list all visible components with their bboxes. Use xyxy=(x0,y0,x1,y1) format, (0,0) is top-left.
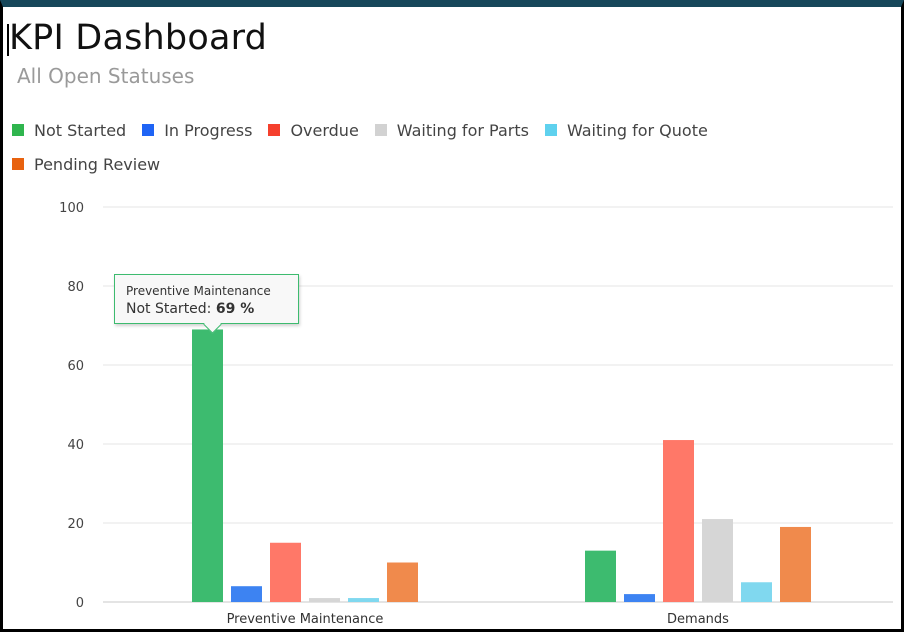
y-tick-label: 100 xyxy=(59,201,84,216)
legend-label: Not Started xyxy=(34,120,127,140)
tooltip-line: Not Started: 69 % xyxy=(126,301,298,317)
legend-item[interactable]: Pending Review xyxy=(12,154,160,174)
legend-label: Waiting for Quote xyxy=(566,120,708,140)
y-tick-label: 20 xyxy=(67,517,84,532)
legend-swatch xyxy=(12,158,24,170)
legend-swatch xyxy=(374,124,387,136)
legend-swatch xyxy=(12,124,24,136)
chart-legend: Not Started In Progress Overdue Waiting for… xyxy=(12,120,872,174)
bar[interactable] xyxy=(192,329,223,602)
y-tick-label: 0 xyxy=(76,596,84,611)
legend-item[interactable]: In Progress xyxy=(142,120,252,140)
bar[interactable] xyxy=(348,598,379,602)
y-tick-label: 60 xyxy=(67,359,84,374)
legend-label: In Progress xyxy=(164,120,253,140)
bar[interactable] xyxy=(663,440,694,602)
tooltip-value: 69 % xyxy=(215,301,255,317)
tooltip-category: Preventive Maintenance xyxy=(126,284,271,298)
bar[interactable] xyxy=(585,550,616,602)
bar[interactable] xyxy=(741,582,772,602)
legend-swatch xyxy=(142,124,155,136)
legend-swatch xyxy=(544,124,557,136)
bar[interactable] xyxy=(780,526,811,602)
bar[interactable] xyxy=(270,542,301,602)
legend-label: Overdue xyxy=(290,120,359,140)
bar[interactable] xyxy=(624,594,655,602)
y-tick-label: 80 xyxy=(67,280,84,295)
legend-item[interactable]: Waiting for Parts xyxy=(374,120,529,140)
bar[interactable] xyxy=(702,519,733,602)
bar[interactable] xyxy=(387,562,418,603)
x-tick-label: Preventive Maintenance xyxy=(227,612,384,627)
text-cursor xyxy=(7,24,9,56)
legend-item[interactable]: Not Started xyxy=(12,120,126,140)
legend-label: Waiting for Parts xyxy=(396,120,529,140)
legend-label: Pending Review xyxy=(34,154,161,174)
bar[interactable] xyxy=(309,598,340,602)
legend-item[interactable]: Waiting for Quote xyxy=(544,120,708,140)
legend-item[interactable]: Overdue xyxy=(268,120,359,140)
page-subtitle: All Open Statuses xyxy=(17,64,195,88)
tooltip-series-label: Not Started: xyxy=(126,301,212,317)
chart-tooltip: Preventive Maintenance Not Started: 69 % xyxy=(114,274,299,334)
bar[interactable] xyxy=(231,586,262,602)
page-title: KPI Dashboard xyxy=(9,18,267,58)
legend-swatch xyxy=(268,124,281,136)
y-tick-label: 40 xyxy=(67,438,84,453)
x-tick-label: Demands xyxy=(667,612,729,627)
